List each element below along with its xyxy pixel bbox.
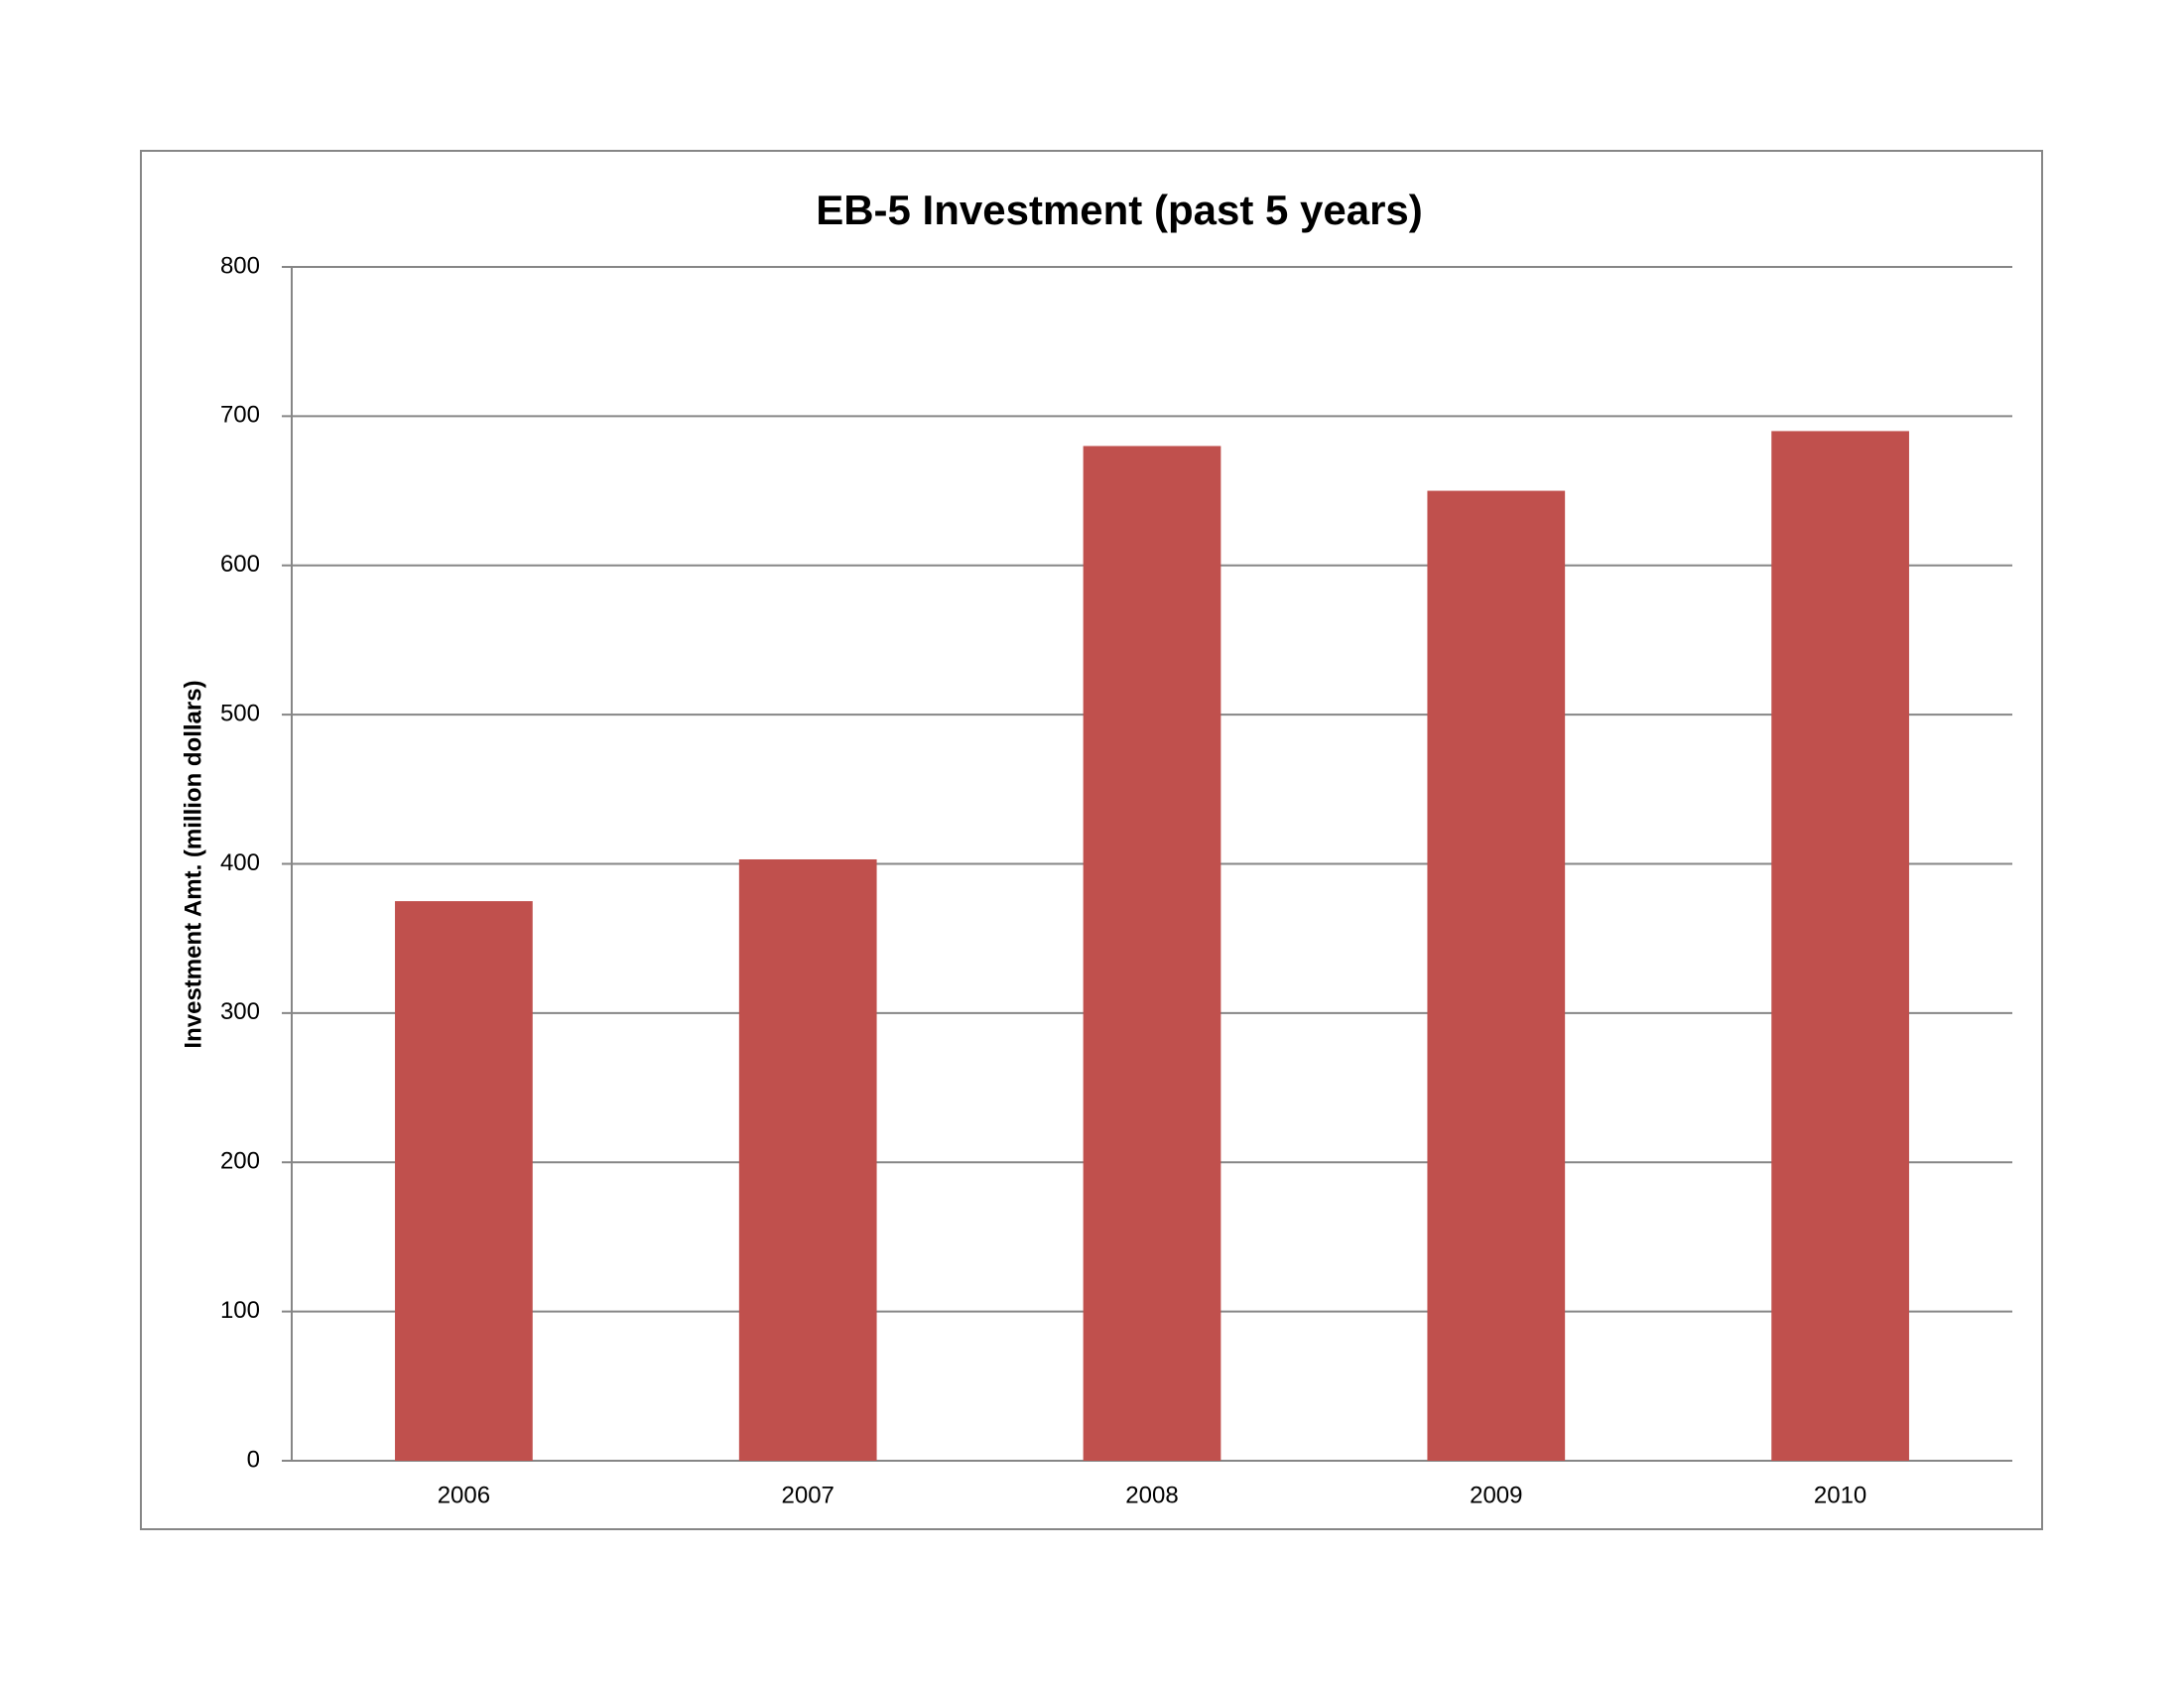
x-tick-label: 2010: [1814, 1482, 1866, 1508]
y-tick-label: 700: [220, 402, 260, 429]
x-tick-label: 2007: [782, 1482, 835, 1508]
y-tick-label: 400: [220, 849, 260, 876]
chart-border: [140, 150, 2043, 1530]
chart-title: EB-5 Investment (past 5 years): [816, 187, 1423, 233]
x-tick-label: 2009: [1470, 1482, 1522, 1508]
y-tick-label: 0: [247, 1446, 260, 1473]
y-tick-label: 600: [220, 551, 260, 578]
y-tick-label: 500: [220, 700, 260, 726]
bar: [1083, 446, 1221, 1461]
bar: [1427, 490, 1566, 1461]
bar: [395, 901, 533, 1461]
bar: [738, 858, 877, 1461]
y-axis-title: Investment Amt. (million dollars): [180, 680, 206, 1048]
y-tick-label: 300: [220, 998, 260, 1025]
y-tick-label: 200: [220, 1148, 260, 1175]
x-tick-label: 2008: [1125, 1482, 1178, 1508]
bar: [1771, 431, 1909, 1462]
y-tick-label: 100: [220, 1297, 260, 1324]
x-tick-label: 2006: [438, 1482, 490, 1508]
y-tick-label: 800: [220, 252, 260, 279]
